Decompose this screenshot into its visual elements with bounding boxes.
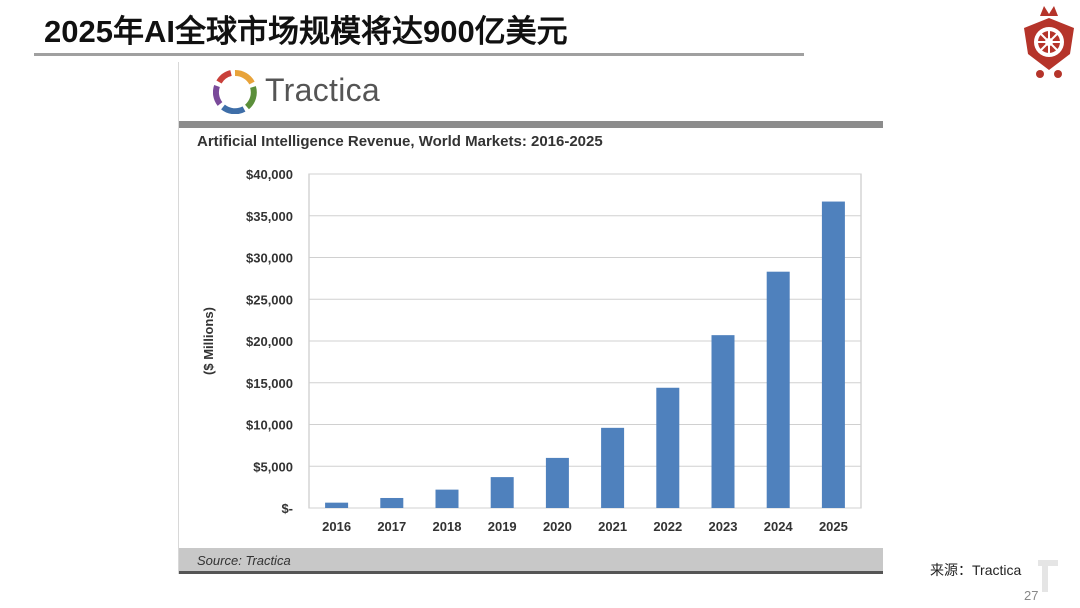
gridlines [309,173,861,509]
title-underline [34,53,804,56]
bar-2023 [711,335,735,508]
x-tick-label: 2019 [488,519,517,534]
x-tick-label: 2017 [377,519,406,534]
y-tick-label: $15,000 [246,376,293,391]
x-tick-label: 2018 [433,519,462,534]
y-tick-label: $25,000 [246,292,293,307]
x-tick-label: 2023 [709,519,738,534]
y-tick-labels: $- $5,000 $10,000 $15,000 $20,000 $25,000 $30,… [246,167,293,516]
bar-2020 [545,457,569,508]
y-tick-label: $30,000 [246,251,293,266]
y-tick-label: $20,000 [246,334,293,349]
bars [325,201,845,508]
bar-2018 [435,489,459,508]
bar-2022 [656,387,680,508]
x-tick-label: 2020 [543,519,572,534]
x-tick-labels: 2016 2017 2018 2019 2020 2021 2022 2023 2024 2025 [322,519,848,534]
brand-divider [179,121,883,128]
bar-2019 [490,477,514,508]
y-tick-label: $40,000 [246,167,293,182]
source-note: 来源：Tractica [930,562,1022,578]
chart-panel: Tractica Artificial Intelligence Revenue… [178,62,883,574]
y-axis-label: ($ Millions) [201,307,216,375]
x-tick-label: 2025 [819,519,848,534]
brand-name: Tractica [265,72,381,108]
x-tick-label: 2021 [598,519,627,534]
y-tick-label: $5,000 [253,459,293,474]
bar-2021 [601,427,625,508]
bar-chart: $- $5,000 $10,000 $15,000 $20,000 $25,000 $30,… [201,167,862,534]
page-number: 27 [1024,588,1039,603]
chart-title: Artificial Intelligence Revenue, World M… [197,133,603,150]
bar-2017 [380,497,404,508]
bar-2024 [766,271,790,508]
y-tick-label: $- [281,501,293,516]
y-tick-label: $35,000 [246,209,293,224]
source-bar: Source: Tractica [179,548,883,574]
bar-2025 [821,201,845,508]
red-crown-seal-icon [1024,6,1074,78]
x-tick-label: 2022 [653,519,682,534]
brand-header: Tractica [179,62,883,122]
bar-2016 [325,502,349,508]
x-tick-label: 2016 [322,519,351,534]
slide-title: 2025年AI全球市场规模将达900亿美元 [44,14,568,49]
tractica-ring-icon [213,70,257,114]
chart-source: Source: Tractica [197,553,291,568]
watermark-icon [1038,560,1058,592]
y-tick-label: $10,000 [246,418,293,433]
x-tick-label: 2024 [764,519,794,534]
